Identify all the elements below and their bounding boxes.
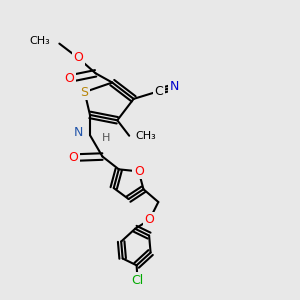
- Text: O: O: [134, 165, 144, 178]
- Text: CH₃: CH₃: [30, 36, 50, 46]
- Text: O: O: [145, 213, 154, 226]
- Text: O: O: [64, 72, 74, 85]
- Text: N: N: [170, 80, 179, 94]
- Text: H: H: [102, 133, 110, 143]
- Text: CH₃: CH₃: [135, 131, 156, 141]
- Text: O: O: [73, 51, 83, 64]
- Text: S: S: [81, 85, 88, 98]
- Text: C: C: [154, 85, 163, 98]
- Text: Cl: Cl: [131, 274, 144, 287]
- Text: N: N: [74, 126, 83, 139]
- Text: O: O: [68, 151, 78, 164]
